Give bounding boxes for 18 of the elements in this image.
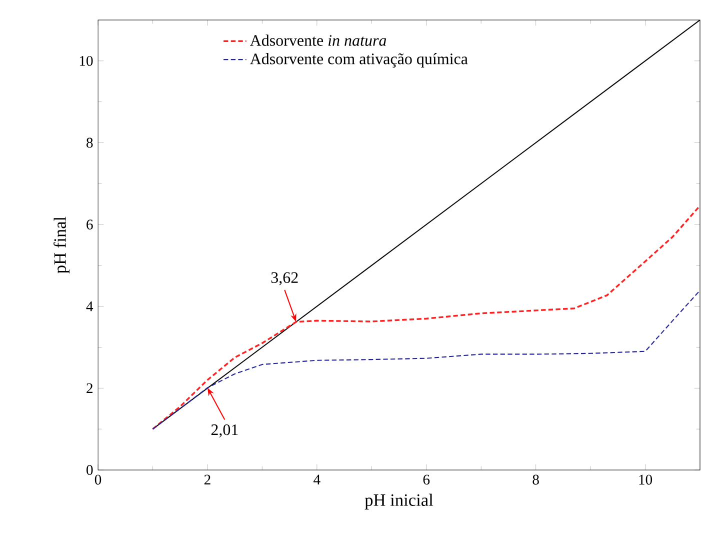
annotation: 3,62 [271,272,298,286]
y-tick-label: 0 [86,465,93,475]
y-axis-title: pH final [54,216,70,274]
y-tick-label: 10 [80,56,93,66]
annotation: 2,01 [211,424,238,438]
x-tick-label: 8 [532,474,539,485]
x-tick-label: 10 [639,474,652,485]
x-tick-label: 2 [204,474,210,484]
x-tick-label: 6 [423,474,430,485]
x-tick-label: 4 [314,474,320,484]
legend-label: Adsorvente in natura [250,34,386,46]
y-tick-label: 2 [86,383,92,394]
legend-label: Adsorvente com ativação química [250,53,468,68]
y-tick-label: 4 [86,302,94,312]
y-tick-label: 6 [86,220,93,230]
x-tick-label: 0 [94,474,102,485]
y-tick-label: 8 [86,138,93,148]
x-axis-title: pH inicial [364,494,434,510]
